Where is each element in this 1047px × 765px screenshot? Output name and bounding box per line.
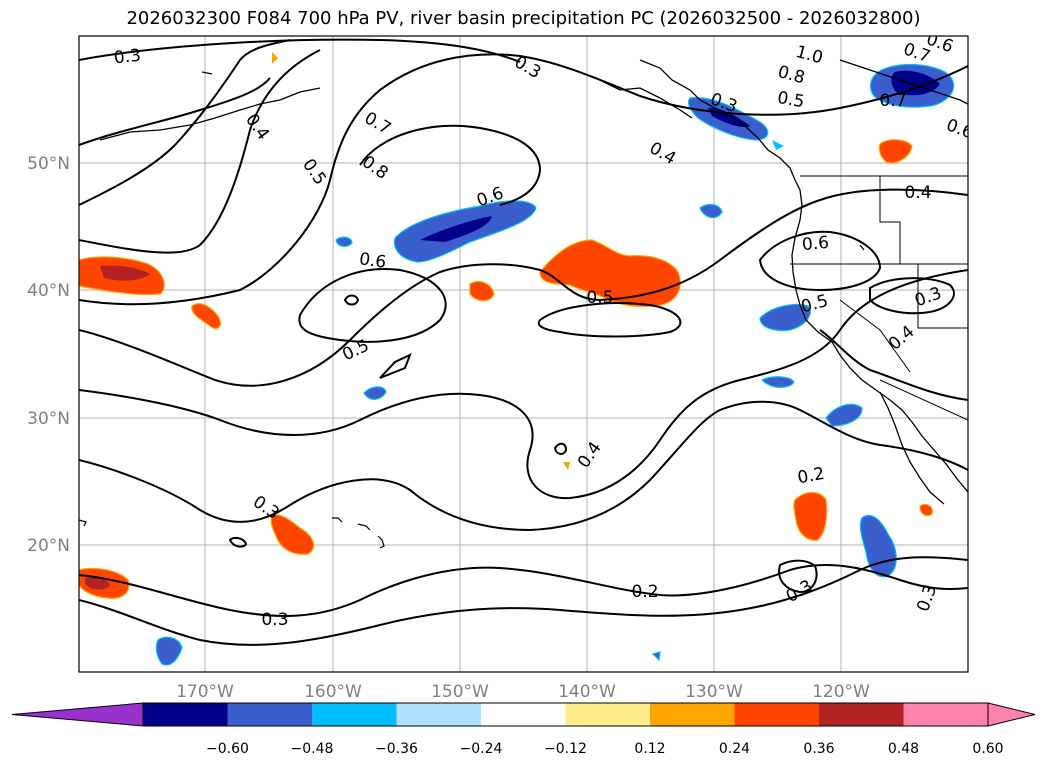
colorbar-tick-label: −0.48 [291,741,334,757]
colorbar-segment [481,703,566,726]
map-frame [78,35,969,673]
latitude-tick-labels: 50°N 40°N 30°N 20°N [27,154,70,556]
colorbar-tick-label: −0.60 [206,741,249,757]
borders [790,175,968,421]
islands [79,71,865,549]
svg-text:0.3: 0.3 [261,610,288,630]
precip-blob-central-pacific-positive [539,239,681,308]
longitude-tick-labels: 170°W 160°W 150°W 140°W 130°W 120°W [176,682,870,702]
svg-text:0.2: 0.2 [631,582,658,602]
colorbar-segment [312,703,397,726]
lon-tick-label: 150°W [431,682,489,702]
svg-text:0.2: 0.2 [796,464,826,488]
colorbar-tick-label: 0.12 [634,741,665,757]
colorbar-segment [143,703,228,726]
colorbar-segment [819,703,904,726]
svg-text:0.5: 0.5 [776,88,806,112]
svg-text:0.4: 0.4 [904,183,931,203]
lon-tick-label: 140°W [558,682,616,702]
colorbar-tick-label: 0.36 [803,741,834,757]
lon-tick-label: 120°W [812,682,870,702]
colorbar-segment [565,703,651,726]
lat-tick-label: 40°N [27,281,70,301]
colorbar: −0.60 −0.48 −0.36 −0.24 −0.12 0.12 0.24 0.36 0.4… [11,702,1036,757]
map-title: 2026032300 F084 700 hPa PV, river basin … [126,8,921,29]
lon-tick-label: 160°W [304,682,362,702]
colorbar-segment [650,703,735,726]
colorbar-tick-label: 0.60 [972,741,1003,757]
colorbar-segment [734,703,820,726]
colorbar-extend-low [11,702,144,727]
colorbar-tick-label: −0.36 [375,741,418,757]
svg-text:0.5: 0.5 [586,288,613,308]
precip-blob-mexico-coast-positive [793,491,828,541]
gridlines [79,36,968,672]
colorbar-segment [903,703,989,726]
svg-text:0.3: 0.3 [113,46,142,69]
lat-tick-label: 20°N [27,536,70,556]
colorbar-tick-label: −0.12 [544,741,587,757]
colorbar-tick-label: −0.24 [460,741,503,757]
lon-tick-label: 130°W [685,682,743,702]
svg-text:0.6: 0.6 [358,249,388,273]
precip-blob-oregon-negative [759,303,811,332]
colorbar-extend-high [987,702,1036,727]
colorbar-tick-label: 0.48 [888,741,919,757]
map-area: 0.3 0.3 0.4 0.5 0.7 0.8 0.6 0.4 1.0 0.8 … [79,36,968,672]
svg-text:0.6: 0.6 [801,233,830,255]
lat-tick-label: 50°N [27,154,70,174]
svg-text:0.7: 0.7 [879,91,906,111]
lon-tick-label: 170°W [176,682,234,702]
lat-tick-label: 30°N [27,409,70,429]
colorbar-tick-label: 0.24 [719,741,750,757]
precip-anomaly-fills [79,52,955,666]
colorbar-outline [142,702,989,727]
colorbar-segment [227,703,313,726]
colorbar-segment [396,703,482,726]
